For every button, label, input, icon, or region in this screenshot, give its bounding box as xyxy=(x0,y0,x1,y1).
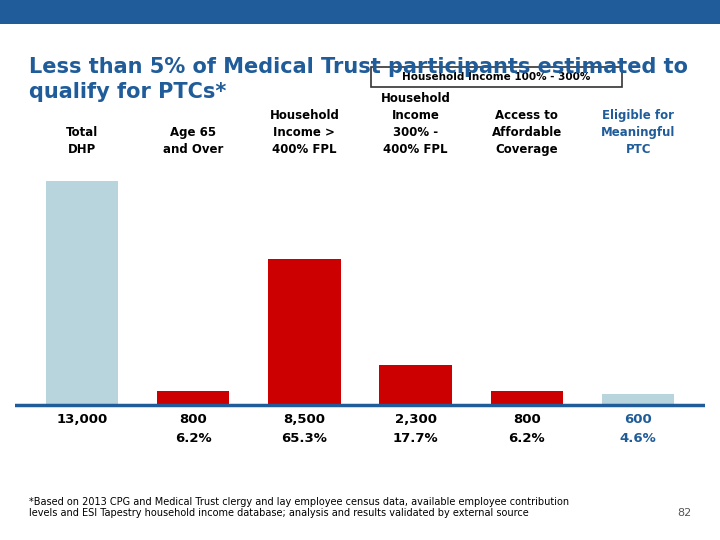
Text: 8,500: 8,500 xyxy=(284,413,325,426)
Text: 82: 82 xyxy=(677,508,691,518)
Text: Access to
Affordable
Coverage: Access to Affordable Coverage xyxy=(492,109,562,156)
Text: Age 65
and Over: Age 65 and Over xyxy=(163,126,223,156)
Text: 800: 800 xyxy=(513,413,541,426)
Bar xyxy=(491,391,563,404)
Bar xyxy=(602,394,675,404)
Text: Total
DHP: Total DHP xyxy=(66,126,98,156)
Text: 6.2%: 6.2% xyxy=(175,432,212,445)
Text: 65.3%: 65.3% xyxy=(282,432,328,445)
Bar xyxy=(268,259,341,404)
Bar xyxy=(157,391,229,404)
Text: Eligible for
Meaningful
PTC: Eligible for Meaningful PTC xyxy=(601,109,675,156)
Text: 800: 800 xyxy=(179,413,207,426)
Text: Household
Income
300% -
400% FPL: Household Income 300% - 400% FPL xyxy=(381,92,451,156)
Text: *Based on 2013 CPG and Medical Trust clergy and lay employee census data, availa: *Based on 2013 CPG and Medical Trust cle… xyxy=(29,497,569,518)
Text: 6.2%: 6.2% xyxy=(508,432,545,445)
Bar xyxy=(379,365,452,404)
FancyBboxPatch shape xyxy=(371,66,621,87)
Text: 2,300: 2,300 xyxy=(395,413,436,426)
Text: Household Income 100% - 300%: Household Income 100% - 300% xyxy=(402,72,590,82)
Text: 13,000: 13,000 xyxy=(56,413,107,426)
Text: 600: 600 xyxy=(624,413,652,426)
Text: 4.6%: 4.6% xyxy=(620,432,657,445)
Bar xyxy=(45,181,118,404)
Text: Household
Income >
400% FPL: Household Income > 400% FPL xyxy=(269,109,339,156)
Text: Less than 5% of Medical Trust participants estimated to
qualify for PTCs*: Less than 5% of Medical Trust participan… xyxy=(29,57,688,102)
Text: 17.7%: 17.7% xyxy=(393,432,438,445)
